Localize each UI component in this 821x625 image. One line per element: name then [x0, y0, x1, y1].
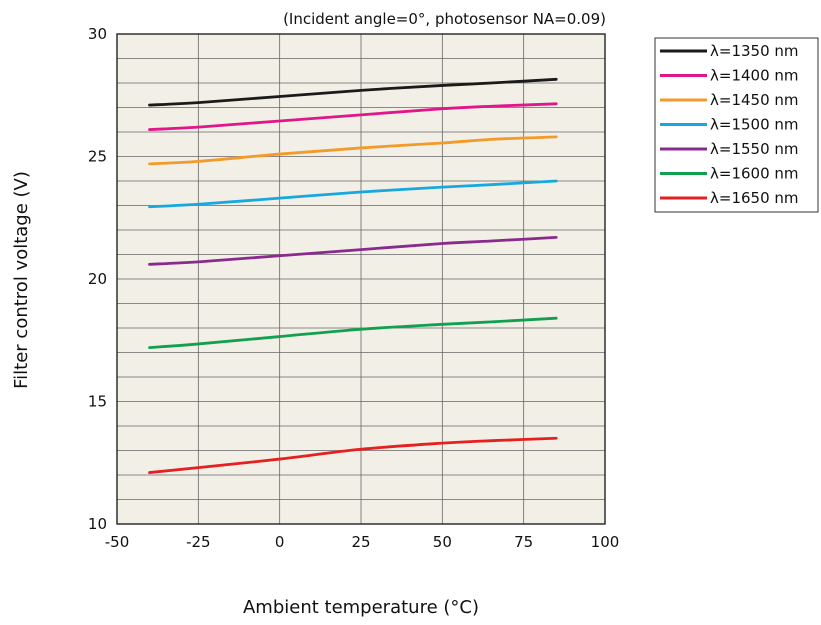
chart-subtitle: (Incident angle=0°, photosensor NA=0.09) — [283, 10, 606, 28]
y-tick-label: 25 — [88, 148, 107, 166]
plot-border — [116, 33, 606, 525]
legend-label: λ=1500 nm — [710, 116, 799, 134]
x-tick-label: 75 — [514, 533, 533, 551]
series-lines — [148, 77, 558, 474]
y-tick-labels: 10 15 20 25 30 — [88, 25, 107, 533]
series-line-6 — [148, 316, 558, 349]
x-tick-label: -50 — [105, 533, 130, 551]
legend-items: λ=1350 nm λ=1400 nm λ=1450 nm λ=1500 nm λ=15… — [660, 42, 799, 207]
y-tick-label: 15 — [88, 393, 107, 411]
series-line-3 — [148, 135, 558, 166]
series-line-4 — [148, 179, 558, 209]
legend-label: λ=1550 nm — [710, 140, 799, 158]
x-tick-label: 0 — [275, 533, 285, 551]
y-tick-label: 10 — [88, 515, 107, 533]
x-tick-label: 25 — [351, 533, 370, 551]
legend-label: λ=1650 nm — [710, 189, 799, 207]
y-tick-label: 20 — [88, 270, 107, 288]
series-line-2 — [148, 102, 558, 131]
y-axis-label: Filter control voltage (V) — [11, 171, 32, 389]
x-tick-label: 100 — [591, 533, 620, 551]
series-line-5 — [148, 235, 558, 266]
x-tick-labels: -50 -25 0 25 50 75 100 — [105, 533, 620, 551]
y-tick-label: 30 — [88, 25, 107, 43]
x-axis-label: Ambient temperature (°C) — [243, 597, 479, 618]
series-line-7 — [148, 436, 558, 474]
legend-label: λ=1350 nm — [710, 42, 799, 60]
series-line-1 — [148, 77, 558, 107]
x-tick-label: 50 — [433, 533, 452, 551]
legend: λ=1350 nm λ=1400 nm λ=1450 nm λ=1500 nm λ=15… — [654, 37, 819, 213]
legend-label: λ=1600 nm — [710, 165, 799, 183]
legend-label: λ=1400 nm — [710, 67, 799, 85]
x-tick-label: -25 — [186, 533, 211, 551]
legend-box — [654, 37, 819, 213]
legend-label: λ=1450 nm — [710, 91, 799, 109]
